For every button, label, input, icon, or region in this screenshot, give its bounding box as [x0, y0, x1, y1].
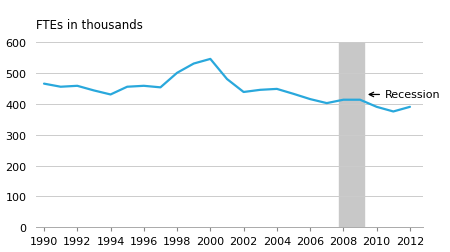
Text: FTEs in thousands: FTEs in thousands [36, 19, 143, 32]
Bar [339, 43, 364, 228]
Text: Recession: Recession [369, 90, 441, 100]
